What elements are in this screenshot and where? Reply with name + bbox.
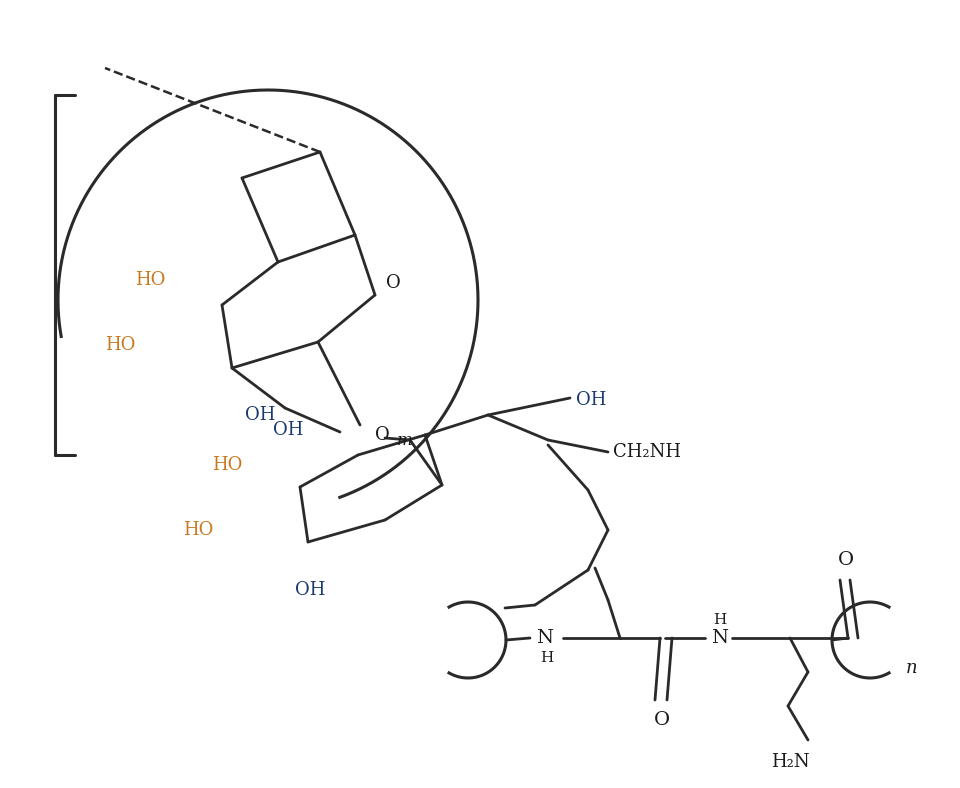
Text: N: N xyxy=(711,629,729,647)
Text: O: O xyxy=(654,711,670,729)
Text: H₂N: H₂N xyxy=(771,753,809,771)
Text: OH: OH xyxy=(245,406,276,424)
Text: O: O xyxy=(386,274,400,292)
Text: m: m xyxy=(397,432,413,448)
Text: OH: OH xyxy=(273,421,303,439)
Text: HO: HO xyxy=(134,271,165,289)
Text: OH: OH xyxy=(295,581,325,599)
Text: N: N xyxy=(537,629,554,647)
Text: HO: HO xyxy=(211,456,242,474)
Text: n: n xyxy=(906,659,918,677)
Text: O: O xyxy=(374,426,390,444)
Text: OH: OH xyxy=(576,391,607,409)
Text: HO: HO xyxy=(105,336,135,354)
Text: H: H xyxy=(713,613,727,627)
Text: H: H xyxy=(540,651,554,665)
Text: CH₂NH: CH₂NH xyxy=(613,443,681,461)
Text: O: O xyxy=(838,551,854,569)
Text: HO: HO xyxy=(182,521,213,539)
